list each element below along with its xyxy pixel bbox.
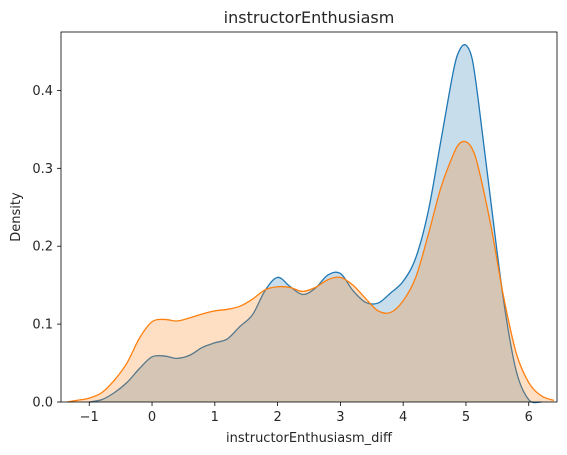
y-tick-label: 0.0 (32, 396, 53, 411)
y-tick-label: 0.1 (32, 318, 53, 333)
x-tick-label: −1 (80, 410, 99, 425)
series-1-area (89, 44, 542, 403)
plot-frame (60, 31, 558, 403)
series-layer (67, 44, 555, 404)
series-1-line (89, 44, 542, 404)
y-axis-label: Density (9, 192, 24, 242)
x-tick-label: 0 (148, 410, 156, 425)
x-tick-label: 3 (336, 410, 344, 425)
y-tick-label: 0.2 (32, 240, 53, 255)
x-axis-ticks: −1 0 1 2 3 4 5 6 (80, 402, 533, 425)
x-tick-label: 2 (273, 410, 281, 425)
y-tick-label: 0.3 (32, 162, 53, 177)
x-axis-label: instructorEnthusiasm_diff (226, 431, 393, 446)
x-tick-label: 1 (211, 410, 219, 425)
x-tick-label: 6 (525, 410, 533, 425)
series-2-area (67, 141, 554, 402)
x-tick-label: 5 (462, 410, 470, 425)
chart-title: instructorEnthusiasm (224, 8, 395, 27)
x-tick-label: 4 (399, 410, 407, 425)
series-2-line (67, 140, 555, 403)
y-axis-ticks: 0.0 0.1 0.2 0.3 0.4 (32, 84, 61, 411)
y-tick-label: 0.4 (32, 84, 53, 99)
